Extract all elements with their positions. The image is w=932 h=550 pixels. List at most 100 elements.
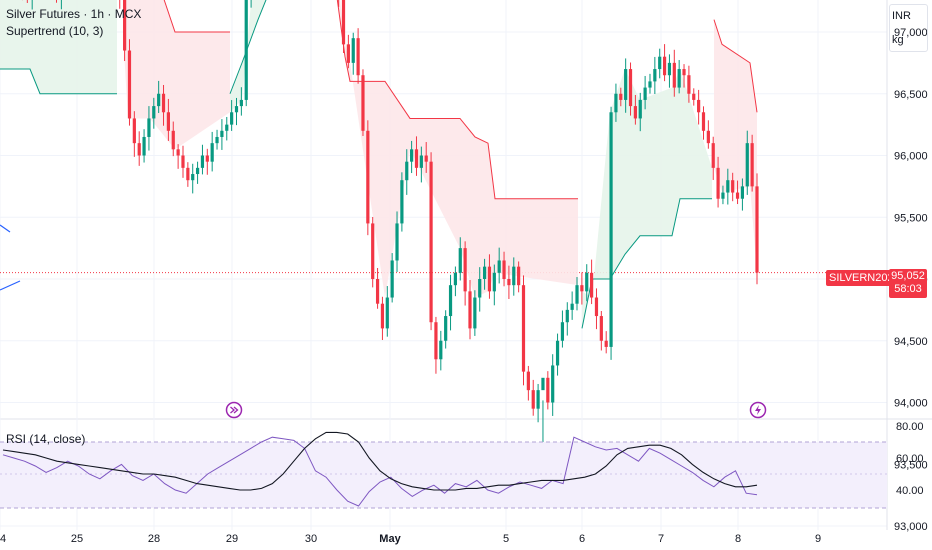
candle [609,112,613,347]
trend-drawing [0,280,21,291]
candle [482,266,487,279]
price-tick-label: 96,000 [894,151,928,163]
time-tick-label: 24 [0,533,6,545]
candle [755,186,759,273]
candle [234,106,239,113]
candle [176,149,180,156]
bar-countdown: 58:03 [894,283,922,295]
candle [132,118,136,144]
price-tick-label: 96,500 [894,89,928,101]
price-tick-label: 93,500 [894,459,928,471]
candle [239,99,243,107]
candle [735,192,740,199]
candle [171,130,175,150]
candle [375,279,380,304]
candle [200,155,205,168]
candle [215,136,219,144]
candles [21,0,759,496]
candle [536,390,540,409]
last-price: 95,052 [891,270,925,282]
candle [434,322,438,360]
supertrend-down-line [336,0,578,200]
candle [701,112,706,131]
candle [633,106,637,119]
candle [410,149,414,162]
indicator-label: Supertrend (10, 3) [6,24,104,38]
price-tag: 95,052 58:03 [889,269,927,298]
candle [512,266,516,286]
price-tick-label: 94,000 [894,398,928,410]
candle [439,340,443,360]
rsi-tick-label: 60.00 [896,453,924,465]
candle [400,180,404,224]
supertrend-band [0,0,117,94]
candle [166,112,170,131]
candle [541,377,545,391]
candle [594,297,599,317]
candle [526,371,530,391]
candle [658,56,662,70]
rsi-tick-label: 40.00 [896,485,924,497]
candle [497,260,501,273]
candle [575,285,579,304]
candle [419,155,423,168]
event-markers[interactable] [225,401,767,419]
supertrend-lines [0,0,758,329]
supertrend-band [230,0,266,113]
candle [210,143,214,162]
candle [604,340,608,347]
candle [502,260,506,279]
candle [380,303,385,329]
candle [244,0,248,100]
candle [628,69,633,107]
candle [385,297,389,329]
supertrend-band [124,0,230,150]
currency-selector[interactable] [889,4,928,52]
unit-label: kg [892,34,904,46]
candle [463,248,467,292]
time-tick-label: 5 [503,533,509,545]
time-tick-label: 7 [658,533,664,545]
dividend-event-icon[interactable] [225,401,243,419]
candle [356,38,360,76]
price-tick-label: 95,500 [894,212,928,224]
candle [405,161,409,181]
candle [667,62,672,76]
candle [619,93,623,100]
candle [570,303,574,310]
price-tick-label: 94,500 [894,336,928,348]
time-tick-label: 28 [148,533,160,545]
candle [414,149,419,168]
candle [750,143,754,187]
supertrend-up-line [581,198,712,329]
candle [341,0,346,45]
earnings-event-icon[interactable] [749,401,767,419]
supertrend-band [714,19,757,273]
candle [458,248,462,273]
candle [181,155,185,168]
bolt-glyph [755,405,761,415]
candle [361,75,365,131]
currency-label: INR [892,10,911,22]
candle [662,56,667,76]
candle [531,390,535,409]
candle [448,285,453,317]
candle [697,99,701,113]
candle [424,155,428,162]
candle [444,316,448,341]
symbol-tag: SILVERN2025 [826,270,903,286]
candle [692,93,696,100]
candle [487,266,492,292]
candle [507,279,511,286]
candle [390,260,394,298]
candle [230,112,234,125]
candle [551,365,555,403]
candle [468,291,472,329]
candle [205,155,209,162]
chart-title: Silver Futures · 1h · MCX [6,7,142,21]
candle [152,106,156,119]
candle [351,38,355,63]
candle [599,316,603,341]
candle [648,81,652,88]
